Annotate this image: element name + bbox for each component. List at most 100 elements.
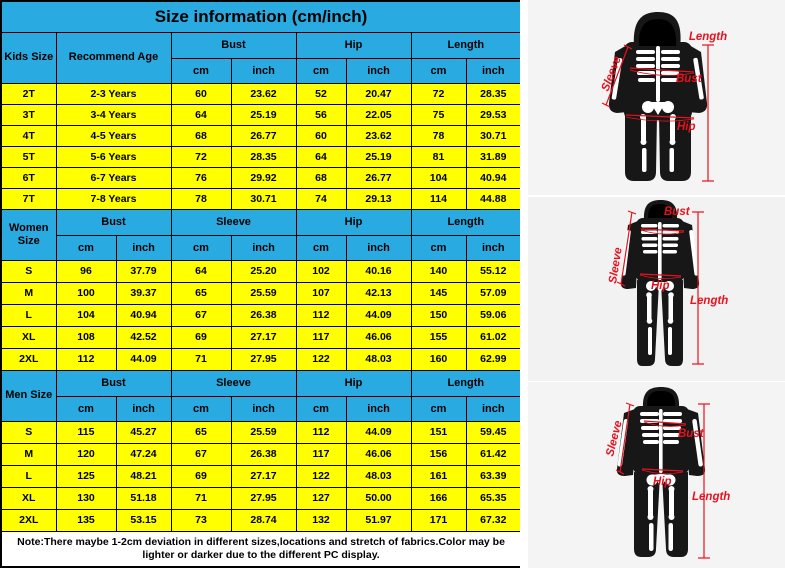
sleeve-inch-cell: 26.38 <box>230 442 297 466</box>
length-cm-cell: 104 <box>410 166 467 189</box>
hip-inch-cell: 44.09 <box>345 420 412 444</box>
kids-size-row: 4T 4-5 Years 68 26.77 60 23.62 78 30.71 <box>0 124 522 147</box>
bust-cm-cell: 96 <box>55 259 117 283</box>
size-table: Size information (cm/inch) Kids Size Rec… <box>0 0 523 568</box>
length-inch-cell: 62.99 <box>465 347 522 371</box>
bust-label: Bust <box>678 428 705 440</box>
table-title: Size information (cm/inch) <box>0 0 522 33</box>
length-inch-cell: 59.06 <box>465 303 522 327</box>
sleeve-inch-cell: 25.20 <box>230 259 297 283</box>
hip-cm-cell: 60 <box>295 124 347 147</box>
hip-cm-cell: 122 <box>295 347 347 371</box>
men-bust-header: Bust <box>55 369 172 397</box>
unit-inch-header: inch <box>230 234 297 261</box>
length-inch-cell: 67.32 <box>465 508 522 532</box>
sleeve-inch-cell: 26.38 <box>230 303 297 327</box>
age-cell: 7-8 Years <box>55 187 172 210</box>
size-cell: 2T <box>0 82 57 105</box>
length-cm-cell: 151 <box>410 420 467 444</box>
women-onesie-figure: Bust Sleeve Hip Length <box>528 197 785 381</box>
length-cm-cell: 171 <box>410 508 467 532</box>
women-size-row: 2XL 112 44.09 71 27.95 122 48.03 160 62.… <box>0 347 522 371</box>
bust-inch-cell: 23.62 <box>230 82 297 105</box>
size-cell: L <box>0 464 57 488</box>
hip-inch-cell: 42.13 <box>345 281 412 305</box>
length-cm-cell: 156 <box>410 442 467 466</box>
length-inch-cell: 40.94 <box>465 166 522 189</box>
men-onesie-photo: Bust Sleeve Hip Length <box>520 381 785 568</box>
bust-inch-cell: 53.15 <box>115 508 172 532</box>
bust-inch-cell: 28.35 <box>230 145 297 168</box>
size-cell: 3T <box>0 103 57 126</box>
bust-line <box>643 420 687 425</box>
unit-inch-header: inch <box>230 395 297 422</box>
hip-inch-cell: 23.62 <box>345 124 412 147</box>
sleeve-inch-cell: 27.17 <box>230 464 297 488</box>
women-header: Women Size Bust Sleeve Hip Length cm inc… <box>0 208 522 261</box>
sleeve-cm-cell: 69 <box>170 325 232 349</box>
bust-cm-cell: 125 <box>55 464 117 488</box>
men-hip-header: Hip <box>295 369 412 397</box>
size-cell: 5T <box>0 145 57 168</box>
hip-inch-cell: 44.09 <box>345 303 412 327</box>
men-header: Men Size Bust Sleeve Hip Length cm inch … <box>0 369 522 422</box>
length-inch-cell: 28.35 <box>465 82 522 105</box>
hip-cm-cell: 68 <box>295 166 347 189</box>
length-inch-cell: 61.42 <box>465 442 522 466</box>
sleeve-cm-cell: 64 <box>170 259 232 283</box>
hip-cm-cell: 64 <box>295 145 347 168</box>
unit-inch-header: inch <box>345 395 412 422</box>
sleeve-cm-cell: 73 <box>170 508 232 532</box>
length-inch-cell: 55.12 <box>465 259 522 283</box>
bust-inch-cell: 42.52 <box>115 325 172 349</box>
bust-cm-cell: 120 <box>55 442 117 466</box>
size-cell: M <box>0 442 57 466</box>
men-size-row: L 125 48.21 69 27.17 122 48.03 161 63.39 <box>0 464 522 488</box>
hip-inch-cell: 51.97 <box>345 508 412 532</box>
hip-label: Hip <box>651 280 670 292</box>
bust-cm-cell: 72 <box>170 145 232 168</box>
unit-inch-header: inch <box>465 234 522 261</box>
size-cell: L <box>0 303 57 327</box>
hip-cm-cell: 117 <box>295 325 347 349</box>
hip-line <box>625 114 695 119</box>
men-size-header: Men Size <box>0 369 57 422</box>
hip-inch-cell: 20.47 <box>345 82 412 105</box>
sleeve-line <box>619 403 631 473</box>
bust-inch-cell: 25.19 <box>230 103 297 126</box>
length-inch-cell: 63.39 <box>465 464 522 488</box>
age-cell: 3-4 Years <box>55 103 172 126</box>
bust-line <box>629 67 695 73</box>
bust-cm-cell: 78 <box>170 187 232 210</box>
measurement-lines <box>615 402 710 559</box>
sleeve-inch-cell: 28.74 <box>230 508 297 532</box>
kids-header: Kids Size Recommend Age Bust Hip Length … <box>0 31 522 84</box>
length-cm-cell: 75 <box>410 103 467 126</box>
length-cm-cell: 161 <box>410 464 467 488</box>
sleeve-cm-cell: 67 <box>170 303 232 327</box>
kids-onesie-photo: Length Sleeve Bust Hip <box>520 0 785 196</box>
hip-inch-cell: 46.06 <box>345 442 412 466</box>
size-cell: XL <box>0 325 57 349</box>
bust-inch-cell: 29.92 <box>230 166 297 189</box>
unit-cm-header: cm <box>170 234 232 261</box>
sleeve-inch-cell: 25.59 <box>230 420 297 444</box>
bust-cm-cell: 135 <box>55 508 117 532</box>
hip-line <box>641 468 684 472</box>
kids-hip-header: Hip <box>295 31 412 59</box>
kids-size-row: 5T 5-6 Years 72 28.35 64 25.19 81 31.89 <box>0 145 522 168</box>
hip-cm-cell: 102 <box>295 259 347 283</box>
note-section: Note:There maybe 1-2cm deviation in diff… <box>0 530 522 568</box>
unit-cm-header: cm <box>410 395 467 422</box>
hip-cm-cell: 74 <box>295 187 347 210</box>
bust-inch-cell: 39.37 <box>115 281 172 305</box>
garment-silhouette <box>608 12 708 181</box>
men-rows: S 115 45.27 65 25.59 112 44.09 151 59.45… <box>0 420 522 532</box>
bust-cm-cell: 100 <box>55 281 117 305</box>
bust-inch-cell: 47.24 <box>115 442 172 466</box>
kids-size-row: 6T 6-7 Years 76 29.92 68 26.77 104 40.94 <box>0 166 522 189</box>
length-inch-cell: 29.53 <box>465 103 522 126</box>
bust-cm-cell: 104 <box>55 303 117 327</box>
length-inch-cell: 61.02 <box>465 325 522 349</box>
unit-cm-header: cm <box>55 234 117 261</box>
